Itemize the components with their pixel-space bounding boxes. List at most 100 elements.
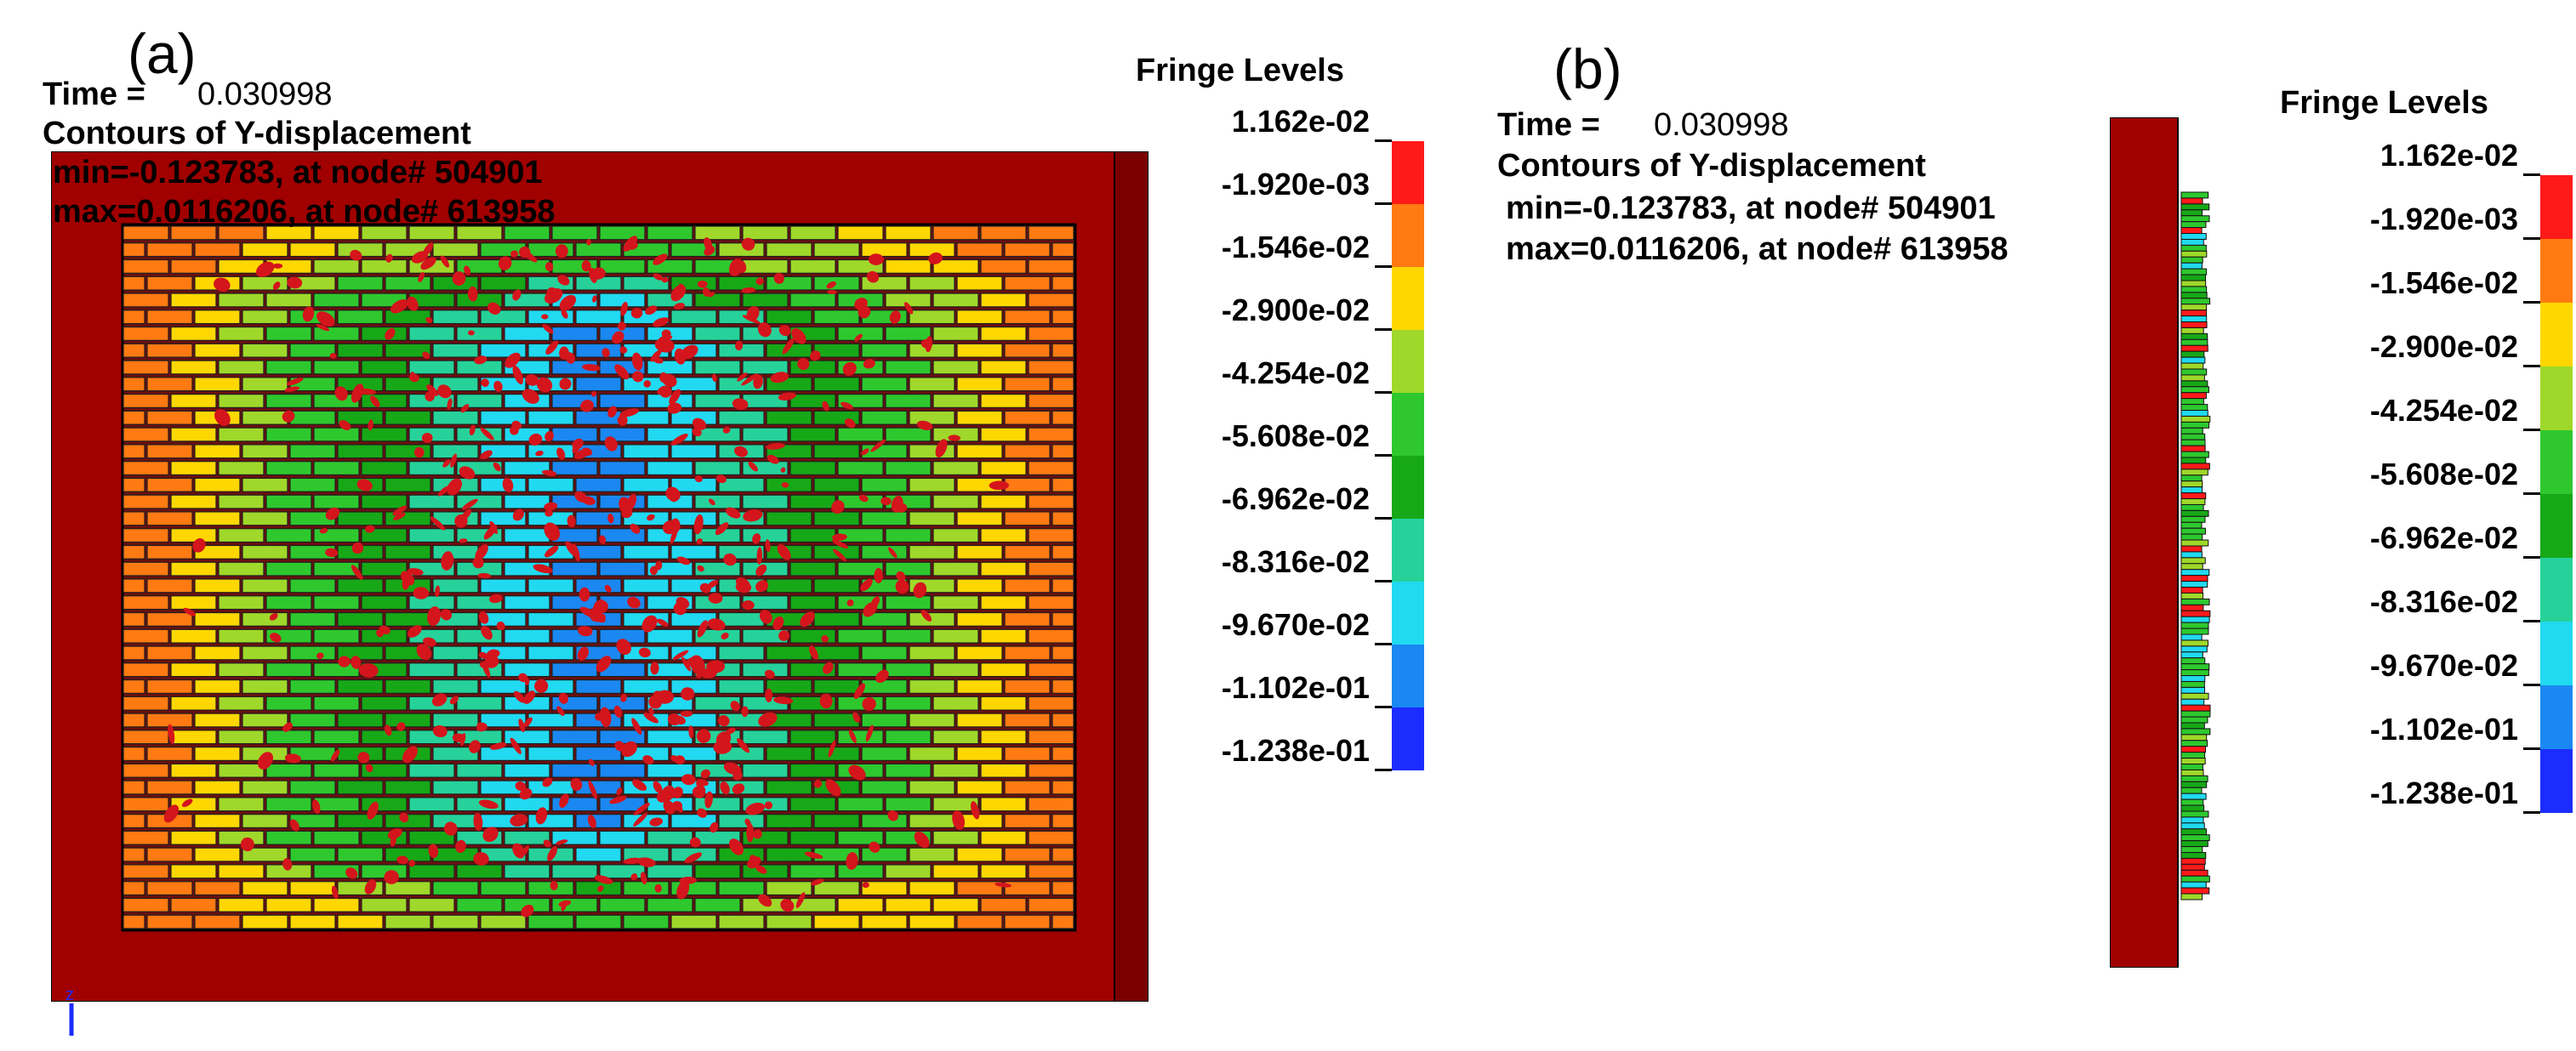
brick [480, 242, 527, 258]
brick [408, 662, 455, 678]
brick [504, 494, 550, 509]
brick [956, 310, 1003, 325]
brick [289, 847, 336, 862]
legend-tick [2523, 620, 2540, 622]
brick [242, 477, 288, 492]
brick [170, 797, 217, 812]
legend-color-swatch [1392, 204, 1424, 267]
brick [909, 780, 955, 795]
legend-level-label: -5.608e-02 [1221, 418, 1370, 453]
crack-patch [619, 346, 628, 354]
brick [385, 780, 431, 795]
legend-a-title: Fringe Levels [1136, 53, 1344, 88]
brick [1028, 897, 1074, 912]
brick [432, 310, 479, 325]
brick-edge [2180, 350, 2205, 358]
brick [265, 696, 312, 711]
brick [980, 730, 1027, 745]
brick [146, 544, 193, 560]
brick [980, 258, 1027, 274]
crack-patch [502, 477, 514, 492]
brick [1004, 747, 1051, 761]
crack-patch [385, 253, 393, 263]
crack-patch [459, 538, 468, 543]
brick-edge [2180, 451, 2209, 458]
brick [837, 427, 884, 442]
crack-patch [697, 620, 708, 638]
brick [813, 814, 860, 829]
brick-edge [2180, 698, 2205, 706]
brick [123, 713, 145, 728]
brick [766, 881, 812, 896]
legend-tick [1375, 580, 1392, 582]
brick [670, 511, 717, 526]
brick [909, 645, 955, 661]
crack-patch [630, 873, 638, 881]
crack-patch [350, 249, 362, 261]
crack-patch [357, 752, 370, 764]
crack-patch [741, 373, 759, 386]
brick [337, 814, 384, 829]
brick [504, 730, 550, 745]
brick [980, 864, 1027, 879]
brick [265, 494, 312, 509]
brick [385, 377, 431, 392]
brick [1004, 511, 1051, 526]
crack-patch [607, 514, 614, 524]
brick [146, 477, 193, 492]
brick [123, 881, 145, 896]
crack-patch [518, 719, 526, 733]
brick [885, 561, 932, 577]
brick [408, 494, 455, 509]
crack-patch [413, 587, 430, 599]
crack-patch [720, 781, 730, 795]
brick [313, 763, 360, 778]
crack-patch [430, 516, 446, 531]
brick [123, 561, 169, 577]
brick-edge [2180, 469, 2208, 476]
crack-patch [757, 322, 772, 338]
brick [170, 494, 217, 509]
brick [623, 544, 670, 560]
brick [242, 847, 288, 862]
crack-patch [402, 571, 411, 590]
crack-patch [764, 801, 773, 810]
brick [694, 696, 741, 711]
crack-patch [284, 386, 300, 392]
panel-a-max-line: max=0.0116206, at node# 613958 [53, 194, 556, 230]
brick [218, 494, 265, 509]
legend-color-swatch [1392, 519, 1424, 582]
brick-edge [2180, 380, 2208, 388]
brick [480, 444, 527, 459]
crack-patch [772, 616, 784, 631]
brick [170, 360, 217, 375]
brick [170, 662, 217, 678]
brick [813, 310, 860, 325]
crack-patch [702, 287, 710, 297]
brick-edge [2180, 764, 2203, 770]
crack-patch [679, 877, 698, 884]
brick [170, 225, 217, 241]
panel-b-label: (b) [1553, 37, 1622, 100]
crack-patch [653, 317, 670, 327]
crack-patch [447, 398, 453, 410]
crack-patch [777, 543, 791, 560]
crack-patch [722, 426, 731, 434]
crack-patch [697, 280, 708, 288]
brick [385, 679, 431, 694]
brick [218, 628, 265, 644]
brick [623, 477, 670, 492]
brick [194, 511, 241, 526]
crack-patch [544, 502, 558, 511]
crack-patch [668, 490, 679, 503]
crack-patch [544, 430, 554, 442]
brick [337, 578, 384, 594]
legend-color-swatch [1392, 456, 1424, 519]
brick-edge [2180, 686, 2206, 694]
brick [932, 258, 979, 274]
legend-tick [1375, 391, 1392, 394]
crack-patch [435, 585, 440, 598]
crack-patch [903, 302, 914, 315]
brick-edge [2180, 268, 2208, 276]
brick-edge [2180, 439, 2206, 446]
